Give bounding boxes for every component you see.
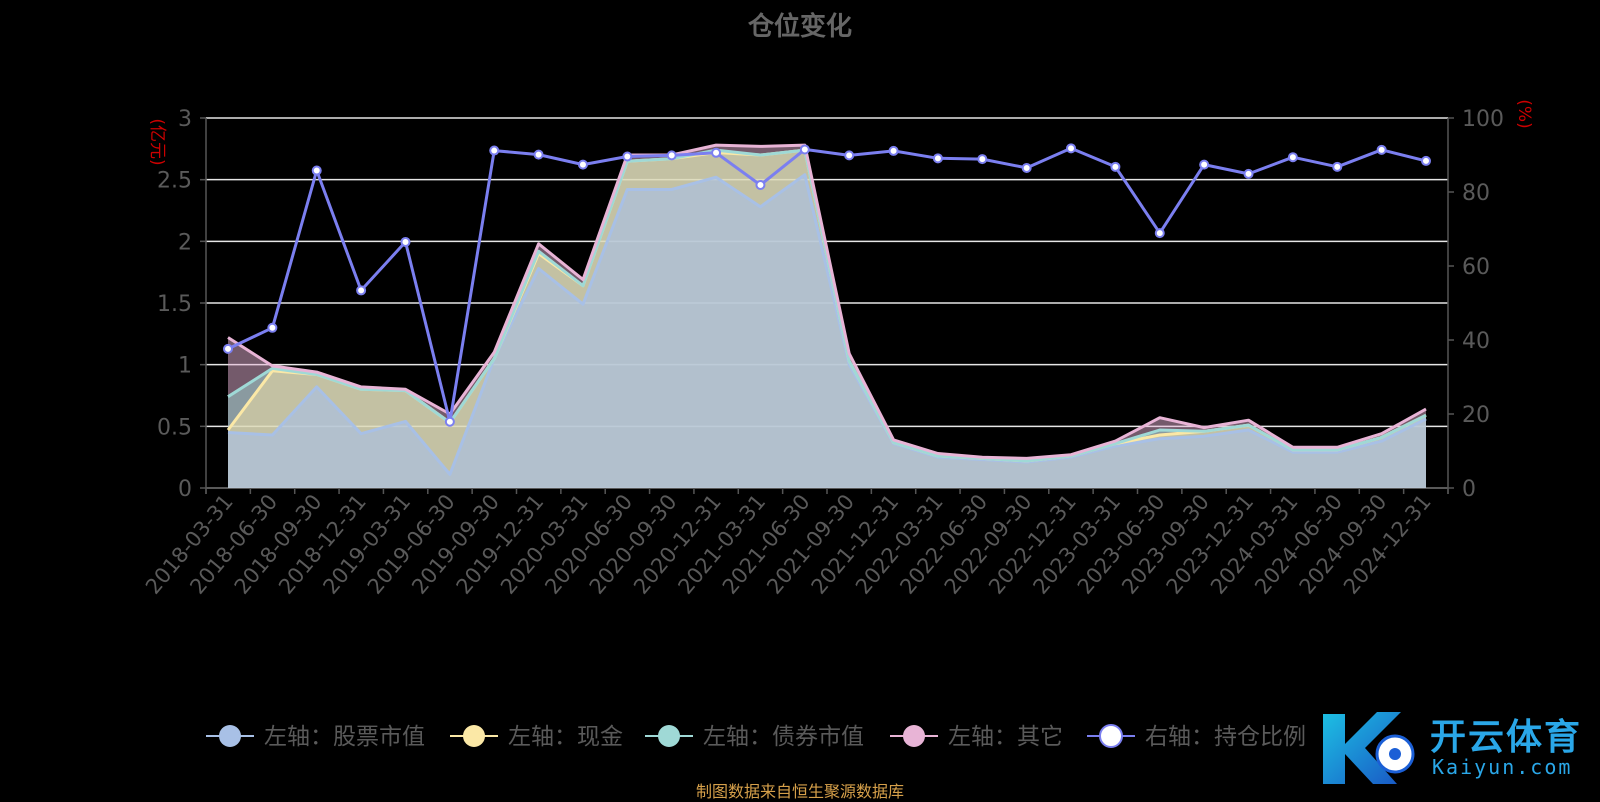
watermark-cn: 开云体育	[1430, 717, 1583, 758]
right-tick-label: 20	[1462, 403, 1490, 428]
ratio-point[interactable]	[1376, 144, 1387, 155]
right-tick-label: 80	[1462, 181, 1490, 206]
ratio-point[interactable]	[932, 153, 943, 164]
legend-label: 左轴：现金	[508, 724, 623, 750]
ratio-point[interactable]	[799, 144, 810, 155]
legend-item-1[interactable]: 左轴：股票市值	[206, 724, 425, 750]
ratio-point[interactable]	[1154, 228, 1165, 239]
legend-marker	[219, 725, 241, 747]
logo-emblem	[1323, 712, 1415, 784]
left-tick-label: 2.5	[157, 169, 192, 194]
legend-label: 左轴：其它	[948, 724, 1063, 750]
ratio-point[interactable]	[666, 150, 677, 161]
legend: 左轴：股票市值 左轴：现金 左轴：债券市值 左轴：其它 右轴：持仓比例	[206, 724, 1306, 750]
ratio-point[interactable]	[1021, 162, 1032, 173]
right-tick-label: 0	[1462, 477, 1476, 502]
ratio-point[interactable]	[577, 159, 588, 170]
legend-item-4[interactable]: 左轴：其它	[890, 724, 1063, 750]
chart-title: 仓位变化	[747, 12, 852, 42]
left-tick-label: 3	[178, 107, 192, 132]
ratio-point[interactable]	[267, 322, 278, 333]
left-tick-label: 1.5	[157, 292, 192, 317]
right-tick-label: 60	[1462, 255, 1490, 280]
ratio-point[interactable]	[311, 165, 322, 176]
left-tick-label: 0.5	[157, 415, 192, 440]
right-tick-label: 100	[1462, 107, 1504, 132]
ratio-point[interactable]	[755, 179, 766, 190]
data-source-note: 制图数据来自恒生聚源数据库	[695, 782, 904, 801]
ratio-point[interactable]	[356, 285, 367, 296]
ratio-point[interactable]	[400, 236, 411, 247]
ratio-point[interactable]	[1243, 168, 1254, 179]
legend-marker	[903, 725, 925, 747]
ratio-point[interactable]	[622, 151, 633, 162]
ratio-point[interactable]	[844, 150, 855, 161]
ratio-point[interactable]	[1421, 155, 1431, 166]
legend-label: 左轴：股票市值	[264, 724, 425, 750]
left-tick-label: 0	[178, 477, 192, 502]
ratio-point[interactable]	[888, 145, 899, 156]
legend-label: 右轴：持仓比例	[1145, 724, 1306, 750]
ratio-line	[223, 143, 1431, 427]
legend-label: 左轴：债券市值	[703, 724, 864, 750]
ratio-point[interactable]	[1287, 152, 1298, 163]
left-tick-label: 2	[178, 230, 192, 255]
left-tick-label: 1	[178, 354, 192, 379]
stacked-areas	[226, 143, 1427, 488]
ratio-point[interactable]	[711, 147, 722, 158]
right-tick-label: 40	[1462, 329, 1490, 354]
ratio-point[interactable]	[977, 154, 988, 165]
ratio-point[interactable]	[223, 343, 233, 354]
ratio-point[interactable]	[1110, 161, 1121, 172]
legend-item-2[interactable]: 左轴：现金	[450, 724, 623, 750]
left-axis-unit: (亿元)	[147, 118, 167, 165]
area-1	[228, 174, 1426, 488]
legend-marker	[1099, 724, 1123, 748]
ratio-point[interactable]	[1066, 143, 1077, 154]
watermark-en: Kaiyun.com	[1432, 755, 1573, 779]
legend-marker	[658, 725, 680, 747]
ratio-point[interactable]	[1199, 159, 1210, 170]
legend-item-3[interactable]: 左轴：债券市值	[645, 724, 864, 750]
ratio-point[interactable]	[489, 145, 500, 156]
right-axis-unit: (%)	[1514, 99, 1534, 128]
area-line-4	[227, 143, 1427, 460]
ratio-point[interactable]	[533, 149, 544, 160]
ratio-point[interactable]	[1332, 161, 1343, 172]
ratio-line-path	[227, 146, 1427, 424]
ratio-point[interactable]	[444, 416, 455, 427]
legend-item-5[interactable]: 右轴：持仓比例	[1087, 724, 1306, 750]
area-line-1	[227, 173, 1427, 476]
legend-marker	[463, 725, 485, 747]
